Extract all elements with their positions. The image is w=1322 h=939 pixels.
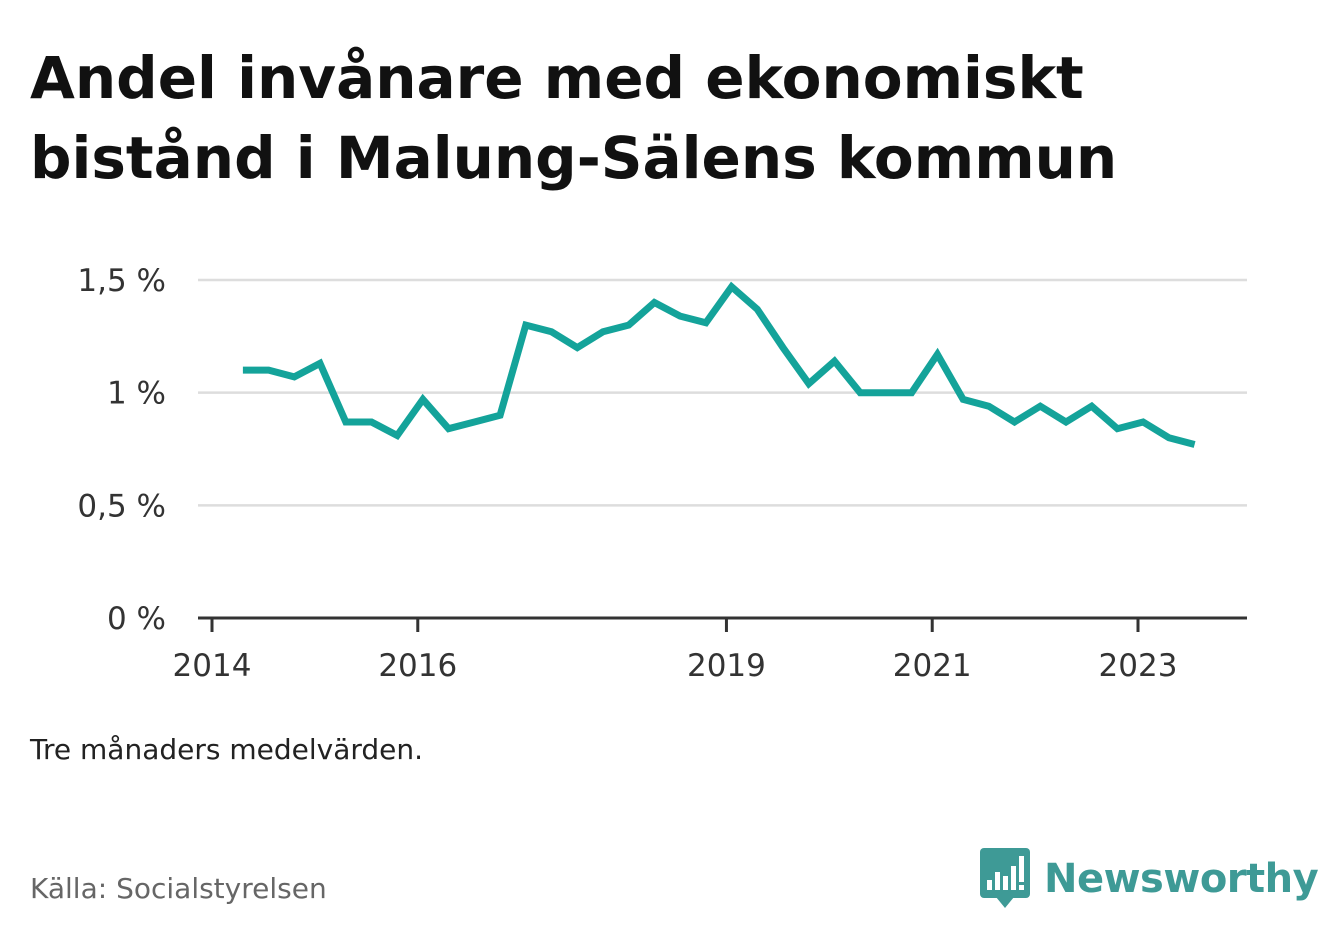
bar-chart-speech-bubble-icon [980, 848, 1030, 908]
x-tick-label: 2014 [173, 648, 252, 684]
x-tick-label: 2023 [1099, 648, 1178, 684]
y-tick-label: 0 % [107, 601, 166, 637]
data-series [242, 281, 1196, 448]
gridlines [198, 278, 1247, 507]
x-tick-label: 2016 [378, 648, 457, 684]
x-tick-label: 2019 [687, 648, 766, 684]
x-axis: 2014 2016 2019 2021 2023 [173, 616, 1247, 684]
y-axis-tick-labels: 0 % 0,5 % 1 % 1,5 % [77, 263, 166, 637]
newsworthy-logo: Newsworthy [980, 848, 1319, 910]
y-tick-label: 1,5 % [77, 263, 166, 299]
series-line [242, 281, 1196, 448]
y-tick-label: 0,5 % [77, 488, 166, 524]
chart-title: Andel invånare med ekonomiskt bistånd i … [30, 44, 1118, 192]
chart-note: Tre månaders medelvärden. [30, 733, 424, 766]
source-credit: Källa: Socialstyrelsen [30, 872, 327, 905]
brand-name: Newsworthy [1044, 856, 1319, 902]
y-tick-label: 1 % [107, 376, 166, 412]
x-tick-label: 2021 [893, 648, 972, 684]
line-chart: 0 % 0,5 % 1 % 1,5 % 2014 2016 2019 2021 2023 [77, 263, 1247, 684]
